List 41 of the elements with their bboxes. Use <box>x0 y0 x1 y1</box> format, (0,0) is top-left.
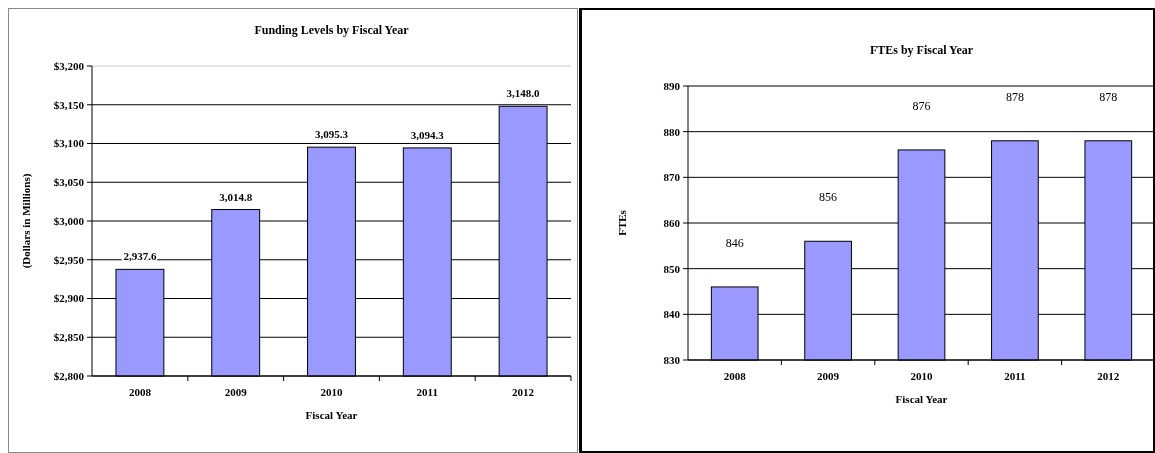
y-axis-title: FTEs <box>616 209 628 236</box>
data-label: 878 <box>1099 89 1118 104</box>
data-label: 3,094.3 <box>410 128 445 141</box>
data-label: 878 <box>1005 89 1024 104</box>
y-tick-label: $3,150 <box>53 98 85 111</box>
y-tick-label: $2,850 <box>53 331 85 344</box>
x-axis-title: Fiscal Year <box>305 409 358 421</box>
data-label: 3,014.8 <box>219 190 253 203</box>
data-label: 876 <box>912 98 931 113</box>
y-tick-label: 880 <box>663 125 681 138</box>
y-tick-label: 830 <box>663 353 681 366</box>
y-tick-label: $2,800 <box>53 369 85 382</box>
x-tick-label: 2011 <box>1004 370 1026 382</box>
x-tick-label: 2012 <box>512 386 535 398</box>
y-tick-label: 870 <box>663 171 681 184</box>
x-tick-label: 2012 <box>1097 370 1120 382</box>
x-tick-label: 2009 <box>224 386 248 398</box>
x-tick-label: 2009 <box>817 370 840 382</box>
y-tick-label: $3,200 <box>53 59 85 72</box>
data-label: 846 <box>725 235 744 250</box>
y-axis-title: (Dollars in Millions) <box>20 173 33 269</box>
x-tick-label: 2010 <box>910 370 933 382</box>
chart-title: Funding Levels by Fiscal Year <box>254 23 410 37</box>
x-tick-label: 2008 <box>128 386 152 398</box>
y-tick-label: 890 <box>663 79 681 92</box>
data-label: 856 <box>819 190 838 205</box>
y-tick-label: $3,100 <box>53 137 85 150</box>
x-axis-title: Fiscal Year <box>895 393 948 405</box>
x-tick-label: 2008 <box>723 370 747 382</box>
y-tick-label: $3,000 <box>53 214 85 227</box>
data-label: 3,148.0 <box>506 87 541 100</box>
y-tick-label: 850 <box>663 262 681 275</box>
data-label: 3,095.3 <box>315 128 349 141</box>
y-tick-label: $2,900 <box>53 292 85 305</box>
x-tick-label: 2011 <box>416 386 438 398</box>
chart-title: FTEs by Fiscal Year <box>869 43 974 57</box>
y-tick-label: $2,950 <box>53 253 85 266</box>
x-tick-label: 2010 <box>320 386 343 398</box>
y-tick-label: 840 <box>663 308 681 321</box>
y-tick-label: 860 <box>663 216 681 229</box>
y-tick-label: $3,050 <box>53 176 85 189</box>
